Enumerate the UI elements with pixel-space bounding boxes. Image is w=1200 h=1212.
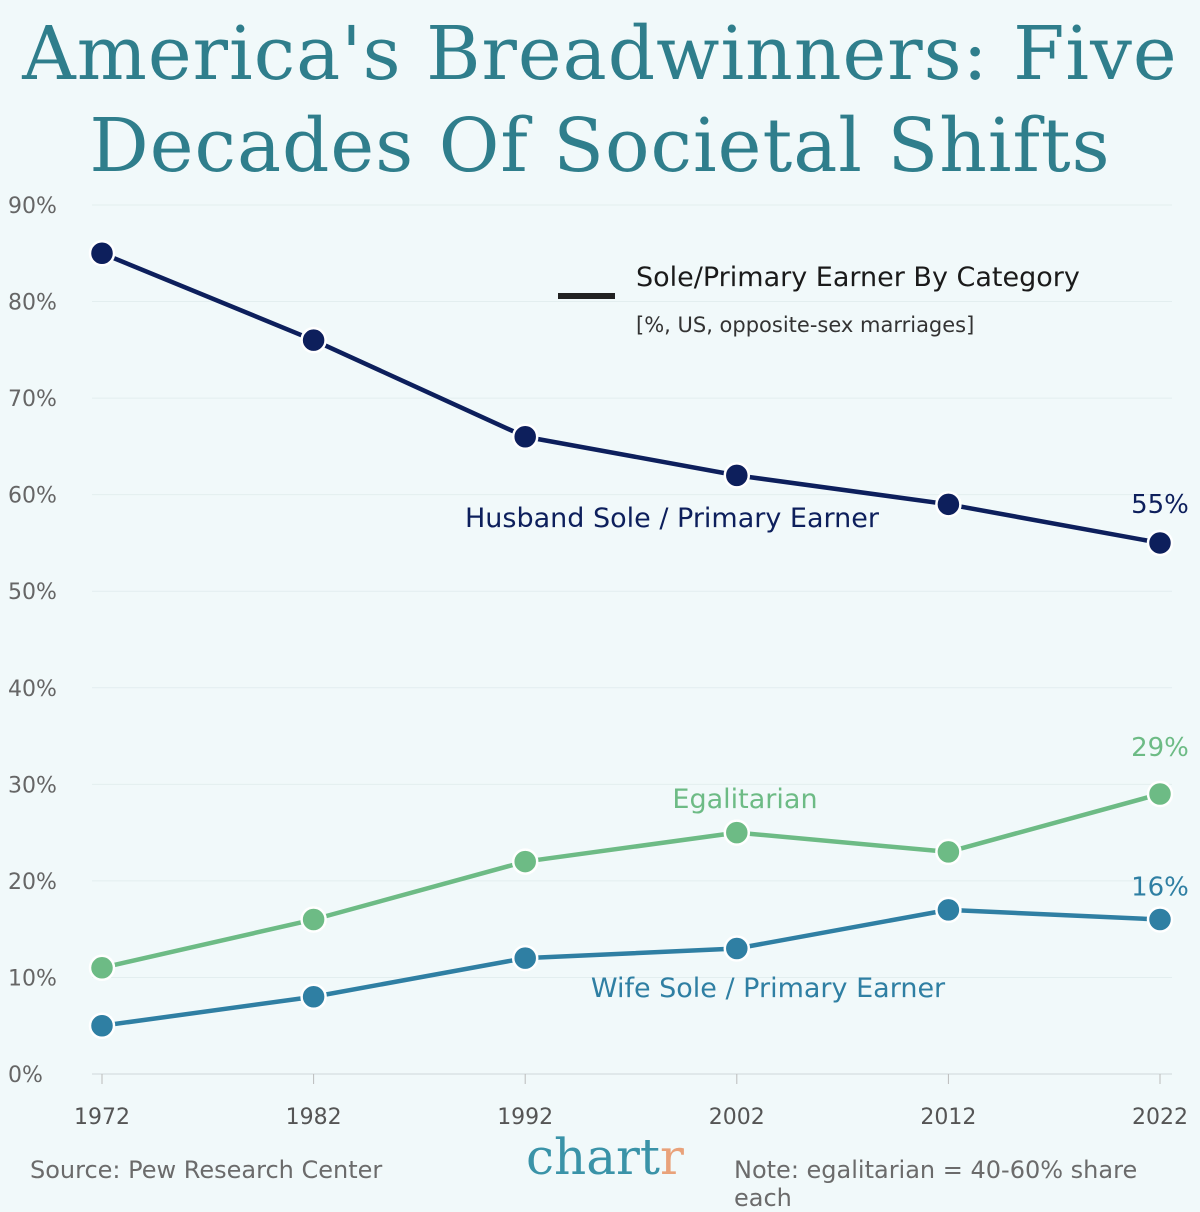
- x-tick-label: 2022: [1132, 1105, 1188, 1130]
- data-point: [88, 240, 116, 267]
- data-point: [935, 838, 962, 866]
- y-tick-label: 20%: [8, 870, 57, 895]
- end-value-label: 55%: [1131, 490, 1189, 520]
- y-tick-label: 90%: [8, 194, 57, 219]
- data-point: [1146, 529, 1174, 557]
- data-point: [1146, 906, 1174, 933]
- data-point: [1146, 780, 1174, 808]
- y-tick-label: 0%: [8, 1063, 43, 1088]
- source-note: Source: Pew Research Center: [30, 1156, 383, 1184]
- data-point: [511, 423, 539, 450]
- y-tick-label: 10%: [8, 966, 57, 991]
- data-point: [300, 326, 327, 354]
- series-line: [101, 251, 1161, 546]
- chartr-logo: chartr: [526, 1128, 684, 1186]
- y-tick-label: 40%: [8, 677, 57, 702]
- data-point: [88, 954, 116, 982]
- series-label: Husband Sole / Primary Earner: [465, 503, 880, 534]
- data-point: [723, 819, 751, 846]
- data-point: [723, 935, 751, 962]
- y-tick-label: 50%: [8, 580, 57, 605]
- x-tick-label: 1992: [497, 1105, 553, 1130]
- series-label: Egalitarian: [672, 784, 817, 815]
- data-point: [935, 491, 962, 518]
- legend-title: Sole/Primary Earner By Category: [636, 262, 1080, 293]
- series-line: [101, 907, 1161, 1028]
- chart-title: America's Breadwinners: Five Decades Of …: [22, 11, 1178, 189]
- y-tick-label: 60%: [8, 484, 57, 509]
- data-point: [511, 944, 539, 972]
- data-point: [300, 983, 327, 1011]
- legend-subtitle: [%, US, opposite-sex marriages]: [636, 313, 974, 337]
- series-line: [101, 791, 1161, 970]
- footnote: Note: egalitarian = 40-60% share each: [734, 1156, 1138, 1212]
- x-tick-label: 1982: [286, 1105, 342, 1130]
- data-point: [88, 1012, 116, 1039]
- data-point: [300, 906, 327, 933]
- x-tick-label: 1972: [74, 1105, 130, 1130]
- data-point: [723, 462, 751, 489]
- end-value-label: 16%: [1131, 873, 1189, 903]
- series-label: Wife Sole / Primary Earner: [591, 973, 946, 1004]
- y-tick-label: 70%: [8, 387, 57, 412]
- y-tick-label: 30%: [8, 773, 57, 798]
- data-point: [511, 848, 539, 875]
- x-tick-label: 2012: [920, 1105, 976, 1130]
- y-tick-label: 80%: [8, 291, 57, 316]
- x-tick-label: 2002: [709, 1105, 765, 1130]
- end-value-label: 29%: [1131, 733, 1189, 763]
- data-point: [935, 896, 962, 924]
